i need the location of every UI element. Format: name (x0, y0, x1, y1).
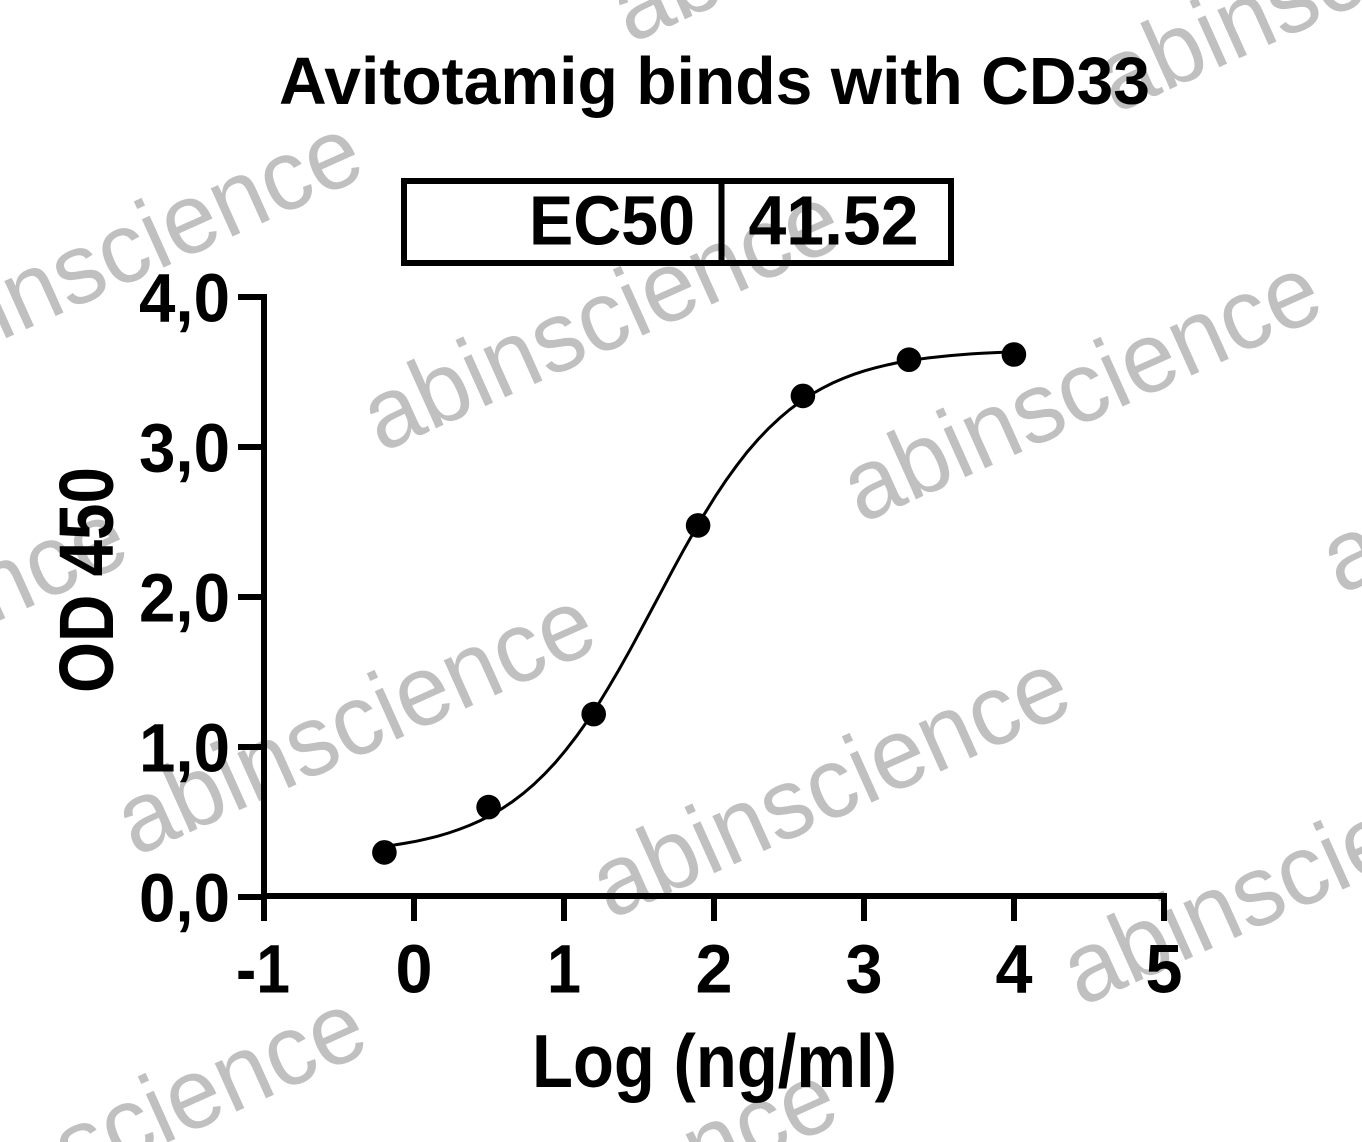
svg-text:4: 4 (996, 931, 1033, 1008)
svg-text:5: 5 (1146, 931, 1183, 1008)
svg-text:41.52: 41.52 (749, 182, 919, 260)
svg-text:1,0: 1,0 (139, 710, 230, 787)
svg-text:4,0: 4,0 (139, 260, 230, 337)
svg-text:2,0: 2,0 (139, 560, 230, 637)
svg-text:0: 0 (396, 931, 433, 1008)
svg-text:2: 2 (696, 931, 733, 1008)
svg-text:-1: -1 (236, 931, 290, 1008)
svg-text:Avitotamig binds with CD33: Avitotamig binds with CD33 (279, 44, 1150, 119)
svg-text:3,0: 3,0 (139, 410, 230, 487)
svg-text:1: 1 (547, 931, 581, 1008)
svg-text:EC50: EC50 (529, 182, 695, 260)
svg-text:Log (ng/ml): Log (ng/ml) (532, 1019, 897, 1103)
svg-text:OD 450: OD 450 (44, 467, 130, 693)
svg-text:3: 3 (846, 931, 883, 1008)
svg-text:0,0: 0,0 (139, 860, 230, 937)
